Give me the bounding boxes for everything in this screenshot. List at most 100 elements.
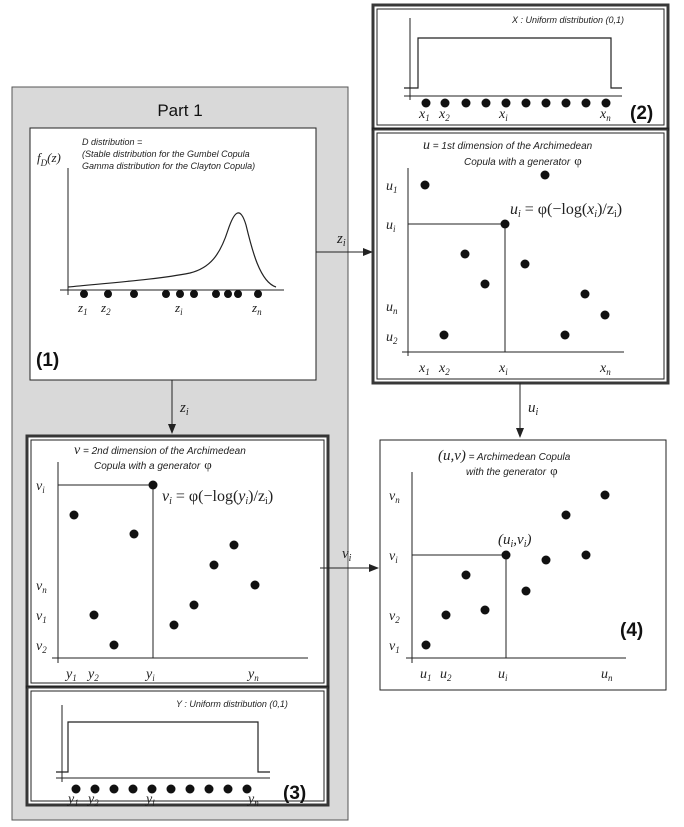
panel2-uniform-density <box>404 37 622 89</box>
panel4-caption-line1: = Archimedean Copula <box>466 452 571 463</box>
panel-u-dot <box>600 310 610 320</box>
panel-1: D distribution = (Stable distribution fo… <box>29 127 317 381</box>
panel4-dot <box>501 550 511 560</box>
panel4-dot <box>461 570 471 580</box>
panel-u-xtick-xi: xi <box>498 361 508 377</box>
panel-u-ytick-un: un <box>386 300 398 316</box>
panel-u-dot <box>520 259 530 269</box>
panel3-ytick-vn: vn <box>36 579 47 595</box>
panel4-dot <box>581 550 591 560</box>
panel-y-dot <box>166 784 176 794</box>
panel3-formula: vi = φ(−log(yi)/zi) <box>162 488 273 507</box>
panel2-tick-xi: xi <box>498 107 508 123</box>
panel4-xtick-u2: u2 <box>440 667 452 683</box>
panel3-dot <box>209 560 219 570</box>
panel-2-uniform: X : Uniform distribution (0,1) x1 x2 xi … <box>371 3 670 131</box>
panel1-dot <box>130 290 138 298</box>
panel-y-dot <box>223 784 233 794</box>
panel2-caption: X : Uniform distribution (0,1) <box>511 15 624 25</box>
panel1-dot <box>80 290 88 298</box>
panel4-dot <box>421 640 431 650</box>
panel3-dot <box>109 640 119 650</box>
panel4-caption-line2: with the generator <box>466 467 547 478</box>
panel2-dot <box>501 98 511 108</box>
panel2-dot <box>541 98 551 108</box>
panel-y-dot <box>147 784 157 794</box>
panel-u-caption-line2: Copula with a generator <box>464 157 571 168</box>
panel-y-tick-yi: yi <box>144 792 155 808</box>
panel-u-xtick-xn: xn <box>599 361 611 377</box>
panel2-tick-xn: xn <box>599 107 611 123</box>
panel2-dot <box>521 98 531 108</box>
arrow-z-down-label: zi <box>179 400 189 418</box>
panel-3-scatter: v = 2nd dimension of the Archimedean Cop… <box>25 434 330 689</box>
panel1-dot <box>176 290 184 298</box>
panel4-point-label: (ui,vi) <box>498 532 531 550</box>
panel1-dots <box>80 290 262 298</box>
panel2-dot <box>481 98 491 108</box>
panel3-dot <box>69 510 79 520</box>
panel-u-formula: ui = φ(−log(xi)/zi) <box>510 201 622 220</box>
panel1-density-curve <box>67 212 277 288</box>
panel4-xtick-ui: ui <box>498 667 508 683</box>
panel-u-caption-line1: = 1st dimension of the Archimedean <box>430 141 593 152</box>
panel4-xtick-un: un <box>601 667 613 683</box>
panel2-dot <box>440 98 450 108</box>
panel4-ytick-vn: vn <box>389 489 400 505</box>
panel4-ytick-v1: v1 <box>389 639 400 655</box>
panel-u-dot <box>420 180 430 190</box>
panel-u-dot <box>580 289 590 299</box>
panel-3-uniform: Y : Uniform distribution (0,1) y1 y2 yi … <box>25 685 330 808</box>
panel-u-dot <box>540 170 550 180</box>
arrow-u-down-label: ui <box>528 400 539 418</box>
panel-y-tag: (3) <box>283 783 306 804</box>
panel-y-caption: Y : Uniform distribution (0,1) <box>176 699 288 709</box>
panel-u-dot <box>439 330 449 340</box>
panel1-caption-line2: (Stable distribution for the Gumbel Copu… <box>82 149 250 159</box>
panel3-xtick-y1: y1 <box>64 667 77 683</box>
panel2-tag: (2) <box>630 103 653 124</box>
panel4-dot <box>480 605 490 615</box>
panel2-dot <box>601 98 611 108</box>
panel3-caption-line1: = 2nd dimension of the Archimedean <box>80 446 246 457</box>
panel-y-dot <box>128 784 138 794</box>
panel4-dot <box>541 555 551 565</box>
panel-y-tick-yn: yn <box>246 792 259 808</box>
panel3-ytick-v1: v1 <box>36 609 47 625</box>
panel-u-dot <box>500 219 510 229</box>
panel3-phi: φ <box>204 457 212 472</box>
panel1-dot <box>190 290 198 298</box>
panel-y-dot <box>242 784 252 794</box>
panel3-xtick-yn: yn <box>246 667 259 683</box>
panel1-tick-zi: zi <box>174 300 183 317</box>
panel1-dot <box>224 290 232 298</box>
panel3-dot <box>189 600 199 610</box>
panel-u-dot <box>560 330 570 340</box>
panel4-dot <box>521 586 531 596</box>
panel2-dots <box>421 98 611 108</box>
panel3-ytick-v2: v2 <box>36 639 47 655</box>
panel-u-xtick-x2: x2 <box>438 361 450 377</box>
panel2-tick-x2: x2 <box>438 107 450 123</box>
panel3-ytick-vi: vi <box>36 479 45 495</box>
svg-text:(u,v) = Archimedean Copula: (u,v) = Archimedean Copula with the gene… <box>438 448 573 478</box>
panel-u-ytick-ui: ui <box>386 218 396 234</box>
panel-y-tick-y2: y2 <box>86 792 99 808</box>
panel4-dot <box>441 610 451 620</box>
panel1-tick-zn: zn <box>251 300 262 317</box>
panel3-dot <box>169 620 179 630</box>
panel4-dots <box>421 490 610 650</box>
panel-u-xtick-x1: x1 <box>418 361 430 377</box>
panel1-dot <box>162 290 170 298</box>
panel4-xtick-u1: u1 <box>420 667 432 683</box>
panel-y-dots <box>71 784 252 794</box>
panel2-dot <box>581 98 591 108</box>
panel1-dot <box>234 290 242 298</box>
panel-u-dot <box>480 279 490 289</box>
panel-u-dot <box>460 249 470 259</box>
panel2-dot <box>461 98 471 108</box>
panel1-tick-z2: z2 <box>100 300 111 317</box>
panel3-caption-var: v <box>74 443 81 458</box>
panel2-tick-x1: x1 <box>418 107 430 123</box>
